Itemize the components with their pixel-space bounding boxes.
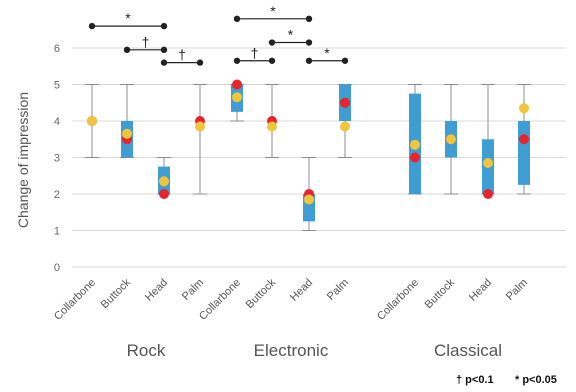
box-classical-palm-red-marker [519,134,529,145]
significance-brackets: * † † * † * * [88,3,349,66]
y-tick-1: 1 [54,226,60,238]
sig-mark-6: * [324,45,330,61]
sig-end-left-0 [88,22,96,30]
box-electronic-buttock-yellow-marker [267,121,277,132]
box-electronic-collarbone-red-marker [232,79,242,90]
y-tick-3: 3 [54,153,60,165]
y-axis-label: Change of impression [15,92,31,228]
y-tick-0: 0 [54,262,60,274]
box-rock-buttock-yellow-marker [122,128,132,139]
sig-end-right-0 [160,22,168,30]
box-electronic-palm-yellow-marker [340,121,350,132]
legend-marginal: † p<0.1 [456,374,494,386]
box-classical-buttock-yellow-marker [446,134,456,145]
x-label-classical-head: Head [467,277,494,304]
box-classical-collarbone-yellow-marker [410,139,420,150]
y-axis-ticks: 0 1 2 3 4 5 6 [54,43,60,274]
x-label-electronic-palm: Palm [325,277,351,303]
sig-end-left-2 [160,59,168,66]
x-label-classical-collarbone: Collarbone [375,277,421,323]
sig-mark-1: † [142,34,150,50]
sig-end-right-3 [305,15,313,22]
x-label-rock-palm: Palm [180,277,206,303]
box-electronic-head-yellow-marker [304,194,314,205]
sig-end-left-1 [123,46,131,54]
box-classical-collarbone-red-marker [410,152,420,163]
y-tick-6: 6 [54,43,60,55]
y-tick-2: 2 [54,189,60,201]
sig-mark-5: * [288,27,294,43]
x-label-classical-palm: Palm [504,277,530,303]
sig-end-left-4 [233,57,241,64]
x-label-electronic-buttock: Buttock [244,276,279,311]
x-label-rock-head: Head [143,277,170,304]
sig-end-left-5 [268,39,276,46]
group-label-electronic: Electronic [254,341,329,360]
group-label-classical: Classical [434,341,502,360]
box-electronic-palm-red-marker [340,97,350,108]
box-electronic-collarbone-yellow-marker [232,92,242,103]
box-classical-head-yellow-marker [483,157,493,168]
box-classical-palm-yellow-marker [519,103,529,114]
sig-mark-4: † [251,45,259,61]
sig-mark-2: † [178,47,186,63]
y-tick-4: 4 [54,116,60,128]
x-label-electronic-head: Head [288,277,315,304]
sig-end-right-1 [160,46,168,54]
box-rock-collarbone-yellow-marker [87,116,97,126]
grid-lines [72,47,566,268]
sig-end-right-6 [341,57,349,64]
x-label-classical-buttock: Buttock [423,276,458,311]
box-classical-head-red-marker [483,189,493,199]
sig-end-right-2 [196,59,204,66]
box-rock-palm-yellow-marker [195,121,205,132]
legend-significant: * p<0.05 [515,374,557,386]
sig-mark-3: * [270,3,276,19]
x-label-rock-buttock: Buttock [99,276,134,311]
sig-end-right-5 [305,39,313,46]
boxes [85,79,531,231]
y-tick-5: 5 [54,80,60,92]
sig-end-left-6 [305,57,313,64]
box-classical-palm-iqr [518,121,530,185]
box-rock-head-red-marker [159,189,169,199]
sig-end-left-3 [233,15,241,22]
x-label-rock-collarbone: Collarbone [52,277,98,323]
box-rock-head-yellow-marker [159,176,169,187]
group-label-rock: Rock [127,341,166,360]
sig-end-right-4 [268,57,276,64]
sig-mark-0: * [125,10,131,26]
